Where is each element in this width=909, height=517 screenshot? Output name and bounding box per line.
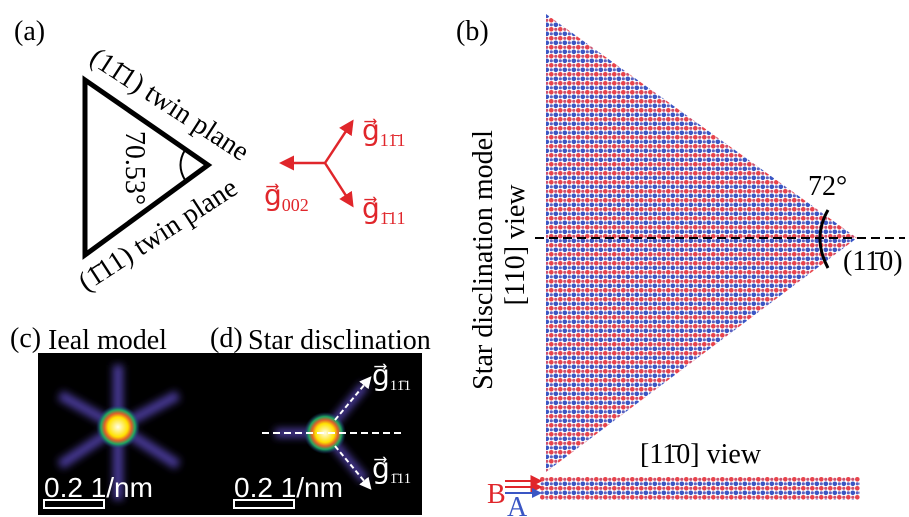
text-part: 1̄11 xyxy=(390,471,411,487)
angle-label: 72° xyxy=(808,171,847,202)
view-label: [11̄0] view xyxy=(640,439,762,470)
vector-arrow xyxy=(325,122,352,163)
angle-arc xyxy=(181,150,186,180)
text-part: g⃗ xyxy=(362,194,380,225)
panel-a: (a) (11̄1) twin plane (1̄11) twin plane … xyxy=(14,16,405,298)
layer-label: A xyxy=(507,492,528,517)
vector-arrow xyxy=(325,163,352,205)
panel-c: (c) Ieal model 0.2 1/nm xyxy=(10,323,232,515)
layer-label: B xyxy=(487,479,506,510)
panel-title: Star disclination xyxy=(248,325,431,356)
text-part: 1̄11 xyxy=(380,208,406,228)
vector-label: g⃗1̄11 xyxy=(362,194,405,228)
panel-label: (b) xyxy=(456,16,489,47)
angle-label: 70.53° xyxy=(119,131,150,205)
model-title: Star disclination model xyxy=(468,130,499,390)
text-part: 11̄1 xyxy=(390,378,411,394)
panel-title: Ieal model xyxy=(48,325,167,356)
twin-plane-label: (1̄11) twin plane xyxy=(73,172,243,298)
side-model xyxy=(540,477,860,500)
text-part: g⃗ xyxy=(362,116,380,147)
panel-label: (d) xyxy=(210,323,243,354)
atom-model xyxy=(546,14,857,472)
panel-label: (c) xyxy=(10,323,41,354)
text-part: 002 xyxy=(282,195,309,215)
panel-d: (d) Star disclination g⃗11̄1 g⃗1̄11 0.2 … xyxy=(210,323,431,515)
panel-label: (a) xyxy=(14,16,45,47)
view-label: [110] view xyxy=(500,184,531,306)
scale-label: 0.2 1/nm xyxy=(44,472,153,503)
scale-label: 0.2 1/nm xyxy=(234,472,343,503)
twin-plane-label: (11̄1) twin plane xyxy=(84,42,254,168)
panel-b: (b) Star disclination model [110] view 7… xyxy=(456,14,905,517)
vector-label: g⃗11̄1 xyxy=(362,116,405,150)
vector-label: g⃗002 xyxy=(264,181,309,215)
text-part: g⃗ xyxy=(372,454,390,485)
text-part: g⃗ xyxy=(264,181,282,212)
text-part: g⃗ xyxy=(372,361,390,392)
direction-label: (11̄0) xyxy=(843,246,903,277)
figure: (a) (11̄1) twin plane (1̄11) twin plane … xyxy=(0,0,909,517)
central-spot xyxy=(96,405,140,449)
text-part: 11̄1 xyxy=(380,130,406,150)
